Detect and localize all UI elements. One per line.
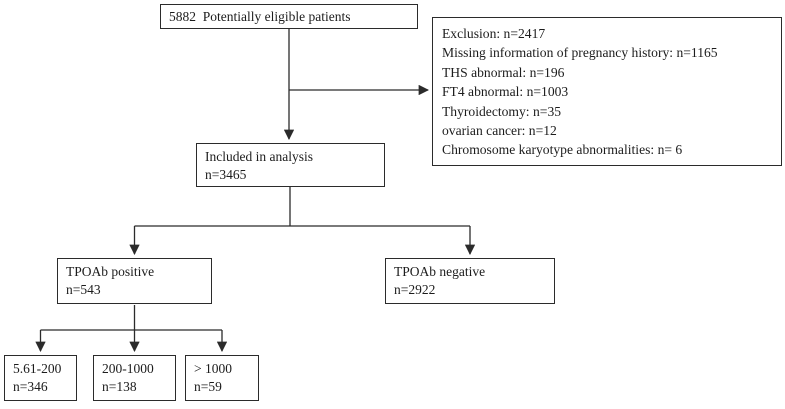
included-count: n=3465	[205, 166, 247, 182]
range-high-count: n=59	[194, 378, 222, 394]
tpoab-negative-title: TPOAb negative	[394, 264, 486, 279]
exclusion-ovarian-cancer: ovarian cancer: n=12	[442, 123, 557, 139]
tpoab-positive-box: TPOAb positive n=543	[57, 258, 212, 304]
range-high-title: > 1000	[194, 361, 232, 376]
range-mid-count: n=138	[102, 378, 137, 394]
tpoab-negative-box: TPOAb negative n=2922	[385, 258, 555, 304]
exclusion-box: Exclusion: n=2417 Missing information of…	[432, 17, 782, 166]
tpoab-positive-title: TPOAb positive	[66, 264, 155, 279]
range-mid-box: 200-1000 n=138	[93, 355, 176, 401]
exclusion-thyroidectomy: Thyroidectomy: n=35	[442, 103, 562, 119]
eligible-patients-box: 5882 Potentially eligible patients	[160, 4, 418, 29]
exclusion-ft4-abnormal: FT4 abnormal: n=1003	[442, 84, 569, 100]
range-low-count: n=346	[13, 378, 48, 394]
range-low-title: 5.61-200	[13, 361, 62, 376]
exclusion-ths-abnormal: THS abnormal: n=196	[442, 64, 565, 80]
tpoab-negative-count: n=2922	[394, 281, 436, 297]
eligible-patients-label: 5882 Potentially eligible patients	[169, 8, 351, 24]
exclusion-chromosome: Chromosome karyotype abnormalities: n= 6	[442, 142, 683, 158]
range-high-box: > 1000 n=59	[185, 355, 259, 401]
range-low-box: 5.61-200 n=346	[4, 355, 77, 401]
exclusion-total: Exclusion: n=2417	[442, 26, 546, 41]
tpoab-positive-count: n=543	[66, 281, 101, 297]
included-title: Included in analysis	[205, 149, 313, 164]
exclusion-missing-history: Missing information of pregnancy history…	[442, 45, 718, 61]
range-mid-title: 200-1000	[102, 361, 154, 376]
included-box: Included in analysis n=3465	[196, 143, 385, 187]
